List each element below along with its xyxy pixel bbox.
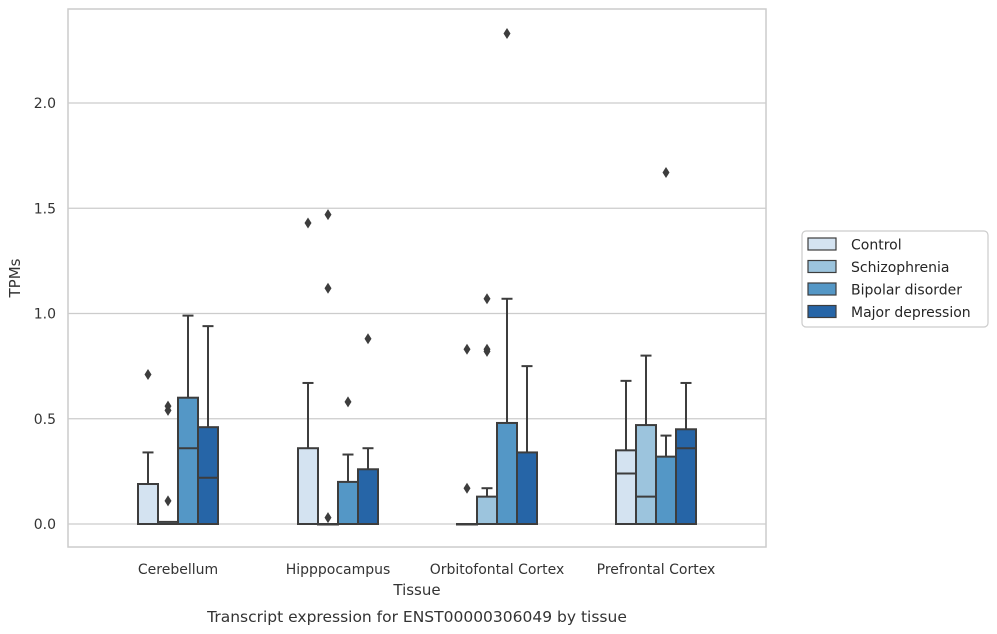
box-major-depression: [357, 333, 379, 525]
box: [496, 421, 518, 525]
outlier-point: [324, 282, 332, 294]
x-axis-label: Tissue: [392, 581, 440, 599]
outlier-point: [164, 400, 172, 412]
box-major-depression: [197, 325, 219, 526]
outlier-point: [463, 343, 471, 355]
x-tick-label: Cerebellum: [138, 562, 218, 578]
box-schizophrenia: [635, 354, 657, 525]
box-bipolar-disorder: [177, 314, 199, 526]
y-tick-label: 1.5: [34, 201, 56, 217]
box: [476, 495, 498, 526]
outlier-point: [503, 28, 511, 40]
legend-label: Bipolar disorder: [851, 283, 962, 299]
outlier-point: [324, 512, 332, 524]
x-tick-label: Hipppocampus: [286, 562, 391, 578]
outlier-point: [463, 482, 471, 494]
box-plots: [137, 28, 697, 526]
box: [297, 447, 319, 525]
x-axis-ticks: Cerebellum Hipppocampus Orbitofontal Corte…: [138, 562, 715, 578]
box: [177, 396, 199, 526]
box-control: [297, 217, 319, 525]
outlier-point: [662, 166, 670, 178]
box-major-depression: [675, 381, 697, 525]
box-control: [456, 343, 478, 526]
outlier-point: [364, 333, 372, 345]
box: [675, 428, 697, 525]
box: [337, 480, 359, 525]
x-tick-label: Orbitofontal Cortex: [430, 562, 565, 578]
box: [137, 483, 159, 526]
legend-swatch: [807, 304, 837, 319]
y-tick-label: 2.0: [34, 96, 56, 112]
box: [635, 424, 657, 525]
x-tick-label: Prefrontal Cortex: [597, 562, 716, 578]
box-bipolar-disorder: [496, 28, 518, 525]
legend-swatch: [807, 259, 837, 274]
box: [357, 468, 379, 525]
box-bipolar-disorder: [337, 396, 359, 525]
box: [655, 455, 677, 526]
y-tick-label: 1.0: [34, 307, 56, 323]
box: [516, 451, 538, 525]
box: [197, 426, 219, 526]
box-schizophrenia: [157, 400, 179, 526]
outlier-point: [164, 495, 172, 507]
outlier-point: [483, 343, 491, 355]
y-tick-label: 0.0: [34, 517, 56, 533]
y-axis-label: TPMs: [6, 258, 24, 298]
plot-frame: [67, 8, 767, 548]
box-control: [615, 379, 637, 526]
legend: Control Schizophrenia Bipolar disorder Majo…: [801, 230, 989, 328]
outlier-point: [483, 293, 491, 305]
y-tick-label: 0.5: [34, 412, 56, 428]
box-bipolar-disorder: [655, 166, 677, 526]
legend-swatch: [807, 282, 837, 296]
box-schizophrenia: [317, 209, 339, 526]
legend-label: Major depression: [851, 305, 971, 321]
legend-label: Schizophrenia: [851, 260, 949, 276]
box-control: [137, 369, 159, 526]
y-axis-ticks: 0.0 0.5 1.0 1.5 2.0: [34, 96, 56, 533]
outlier-point: [144, 369, 152, 381]
legend-swatch: [807, 237, 837, 251]
outlier-point: [304, 217, 312, 229]
chart-caption: Transcript expression for ENST0000030604…: [206, 608, 627, 626]
box-schizophrenia: [476, 293, 498, 526]
outlier-point: [324, 209, 332, 221]
box-major-depression: [516, 365, 538, 525]
legend-label: Control: [851, 238, 902, 254]
legend-frame: [801, 230, 989, 328]
outlier-point: [344, 396, 352, 408]
box: [615, 449, 637, 526]
